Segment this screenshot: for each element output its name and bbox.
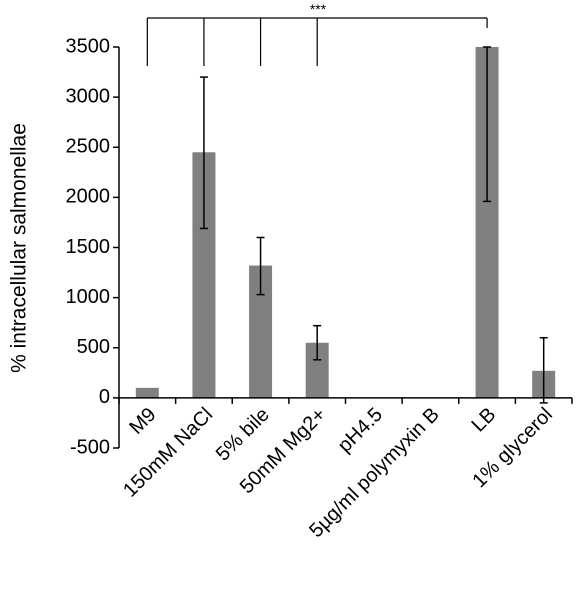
category-label: M9	[125, 404, 160, 439]
bar	[135, 387, 159, 398]
y-tick-label: 3000	[66, 85, 111, 107]
y-tick-label: 500	[77, 336, 110, 358]
error-bars-layer	[199, 46, 548, 404]
bar	[249, 265, 273, 398]
bar	[192, 152, 216, 398]
y-tick-label: 2000	[66, 186, 111, 208]
bar	[305, 342, 329, 398]
axes-layer	[113, 46, 573, 449]
y-tick-label: 1500	[66, 236, 111, 258]
significance-layer: ***	[146, 1, 488, 66]
y-tick-label: 1000	[66, 286, 111, 308]
y-tick-label: 0	[99, 386, 110, 408]
bar	[475, 47, 499, 398]
bars-layer	[135, 47, 556, 398]
y-tick-label: 2500	[66, 136, 111, 158]
significance-label: ***	[310, 1, 327, 17]
category-label: pH4.5	[334, 404, 387, 457]
y-axis-label: % intracellular salmonellae	[8, 123, 31, 373]
y-tick-label: 3500	[66, 35, 111, 57]
y-tick-label: -500	[70, 436, 110, 458]
category-label: LB	[467, 404, 500, 437]
